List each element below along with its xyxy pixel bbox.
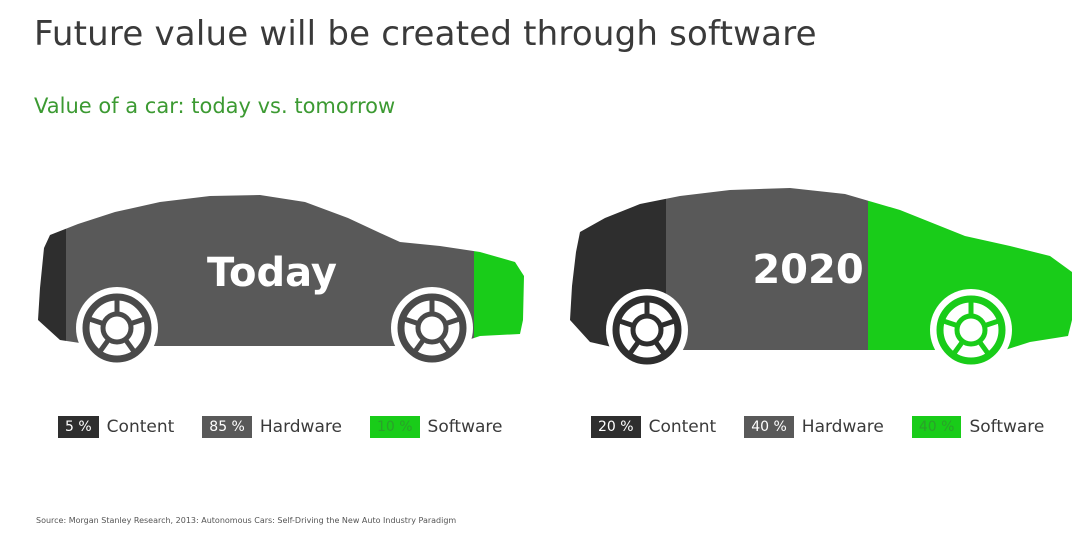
legend-today-software-label: Software: [427, 417, 503, 437]
page-subtitle: Value of a car: today vs. tomorrow: [34, 94, 396, 118]
car-2020-rear-wheel-icon: [612, 295, 682, 365]
car-2020-front-wheel-icon: [936, 295, 1006, 365]
car-today-rear-wheel-icon: [82, 293, 152, 363]
legend-today-software-chip: 10 %: [369, 416, 420, 438]
car-2020-label: 2020: [752, 247, 863, 293]
legend-2020-software-chip: 40 %: [911, 416, 962, 438]
legend-today-content-chip: 5 %: [58, 416, 99, 438]
car-today-content-segment: [38, 195, 66, 346]
legend-2020-hardware-label: Hardware: [801, 417, 884, 437]
legend-2020: 20 % Content 40 % Hardware 40 % Software: [591, 416, 1072, 438]
legend-2020-content-label: Content: [648, 417, 717, 437]
legend-today: 5 % Content 85 % Hardware 10 % Software: [58, 416, 530, 438]
car-2020: 2020: [570, 188, 1072, 371]
legend-today-hardware-label: Hardware: [259, 417, 342, 437]
legend-2020-software-label: Software: [969, 417, 1045, 437]
legend-today-content-label: Content: [106, 417, 175, 437]
car-today-front-wheel-icon: [397, 293, 467, 363]
car-today: Today: [38, 195, 524, 369]
car-today-label: Today: [207, 250, 337, 296]
legend-today-hardware-chip: 85 %: [202, 416, 252, 438]
source-note: Source: Morgan Stanley Research, 2013: A…: [36, 516, 457, 525]
legend-2020-content-chip: 20 %: [591, 416, 641, 438]
car-2020-hardware-segment: [666, 188, 868, 350]
legend-2020-hardware-chip: 40 %: [744, 416, 794, 438]
page-title: Future value will be created through sof…: [34, 14, 817, 54]
car-today-software-segment: [474, 195, 524, 346]
